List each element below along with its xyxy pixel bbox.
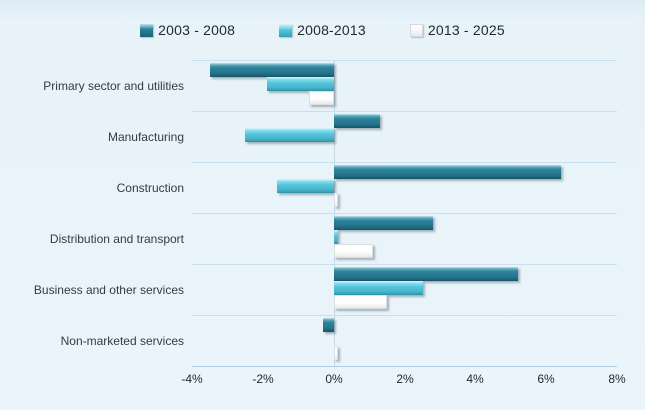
x-tick-label: 4% [466, 372, 484, 386]
bar-2013-2025-0 [309, 91, 334, 105]
category-label: Distribution and transport [49, 231, 184, 246]
bar-2008-2013-2 [277, 179, 334, 193]
legend-item: 2013 - 2025 [409, 22, 505, 38]
legend: 2003 - 2008 2008-2013 2013 - 2025 [0, 22, 645, 38]
bar-2003-2008-5 [323, 318, 334, 332]
legend-swatch-icon [409, 23, 423, 37]
plot-area [192, 60, 617, 366]
row-separator-line [192, 213, 617, 214]
bar-2013-2025-2 [334, 193, 338, 207]
x-tick-label: 6% [537, 372, 555, 386]
bar-2013-2025-3 [334, 244, 373, 258]
category-label: Primary sector and utilities [43, 78, 184, 93]
legend-item: 2003 - 2008 [140, 22, 235, 38]
bar-2013-2025-5 [334, 346, 338, 360]
row-separator-line [192, 264, 617, 265]
row-separator-line [192, 162, 617, 163]
x-tick-label: 2% [396, 372, 414, 386]
bar-2003-2008-0 [210, 63, 334, 77]
row-separator-line [192, 315, 617, 316]
bar-2008-2013-0 [267, 77, 334, 91]
category-label: Construction [116, 180, 184, 195]
category-label: Non-marketed services [60, 333, 184, 348]
bar-2008-2013-4 [334, 281, 423, 295]
x-axis-line [192, 366, 617, 367]
bar-2013-2025-4 [334, 295, 387, 309]
legend-item: 2008-2013 [279, 22, 366, 38]
bar-2003-2008-1 [334, 114, 380, 128]
row-separator-line [192, 111, 617, 112]
bar-2003-2008-4 [334, 267, 518, 281]
category-label: Manufacturing [107, 129, 184, 144]
legend-swatch-icon [140, 23, 154, 37]
x-tick-label: -2% [252, 372, 274, 386]
legend-label: 2013 - 2025 [427, 22, 505, 38]
legend-swatch-icon [279, 23, 293, 37]
x-tick-label: -4% [181, 372, 203, 386]
legend-label: 2008-2013 [297, 22, 366, 38]
category-label: Business and other services [33, 282, 184, 297]
bar-2008-2013-3 [334, 230, 338, 244]
bar-2008-2013-1 [245, 128, 334, 142]
row-separator-line [192, 60, 617, 61]
x-tick-label: 8% [608, 372, 626, 386]
legend-label: 2003 - 2008 [158, 22, 236, 38]
x-tick-label: 0% [325, 372, 343, 386]
bar-2003-2008-3 [334, 216, 433, 230]
bar-2003-2008-2 [334, 165, 561, 179]
